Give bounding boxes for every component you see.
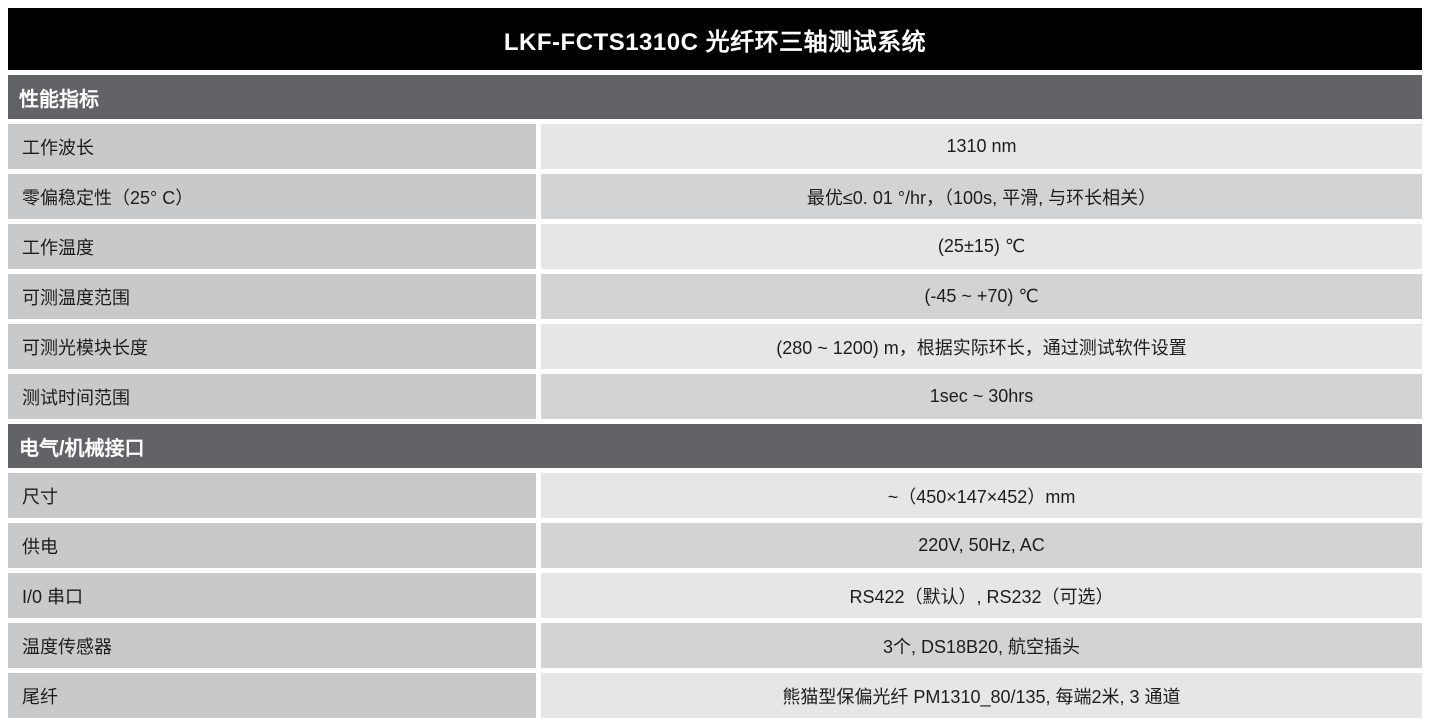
table-row: 尾纤 熊猫型保偏光纤 PM1310_80/135, 每端2米, 3 通道: [8, 673, 1422, 718]
spec-value-cell: RS422（默认）, RS232（可选）: [541, 573, 1422, 618]
spec-value-cell: 熊猫型保偏光纤 PM1310_80/135, 每端2米, 3 通道: [541, 673, 1422, 718]
section-heading: 性能指标: [19, 88, 99, 111]
table-row: 尺寸 ~（450×147×452）mm: [8, 473, 1422, 518]
page-title: LKF-FCTS1310C 光纤环三轴测试系统: [503, 28, 927, 56]
spec-value-cell: 220V, 50Hz, AC: [541, 523, 1422, 568]
spec-label-cell: 工作波长: [8, 124, 536, 169]
table-row: 工作温度 (25±15) ℃: [8, 224, 1422, 269]
section-header-electrical-mechanical: 电气/机械接口: [8, 424, 1422, 468]
table-row: 温度传感器 3个, DS18B20, 航空插头: [8, 623, 1422, 668]
section-heading: 电气/机械接口: [19, 437, 145, 460]
spec-label-cell: 工作温度: [8, 224, 536, 269]
spec-value-cell: (280 ~ 1200) m，根据实际环长，通过测试软件设置: [541, 324, 1422, 369]
table-row: 供电 220V, 50Hz, AC: [8, 523, 1422, 568]
spec-label-cell: 测试时间范围: [8, 374, 536, 419]
table-title-bar: LKF-FCTS1310C 光纤环三轴测试系统: [8, 8, 1422, 70]
spec-value-cell: (25±15) ℃: [541, 224, 1422, 269]
table-row: 零偏稳定性（25° C） 最优≤0. 01 °/hr，（100s, 平滑, 与环…: [8, 174, 1422, 219]
section-header-performance: 性能指标: [8, 75, 1422, 119]
spec-label-cell: 尾纤: [8, 673, 536, 718]
spec-value-cell: 最优≤0. 01 °/hr，（100s, 平滑, 与环长相关）: [541, 174, 1422, 219]
spec-label-cell: 温度传感器: [8, 623, 536, 668]
spec-value-cell: 1sec ~ 30hrs: [541, 374, 1422, 419]
spec-label-cell: 尺寸: [8, 473, 536, 518]
spec-value-cell: 3个, DS18B20, 航空插头: [541, 623, 1422, 668]
table-row: 可测温度范围 (-45 ~ +70) ℃: [8, 274, 1422, 319]
spec-value-cell: (-45 ~ +70) ℃: [541, 274, 1422, 319]
table-row: 可测光模块长度 (280 ~ 1200) m，根据实际环长，通过测试软件设置: [8, 324, 1422, 369]
spec-label-cell: 零偏稳定性（25° C）: [8, 174, 536, 219]
table-row: 工作波长 1310 nm: [8, 124, 1422, 169]
spec-label-cell: 可测光模块长度: [8, 324, 536, 369]
spec-label-cell: 供电: [8, 523, 536, 568]
spec-label-cell: 可测温度范围: [8, 274, 536, 319]
table-row: 测试时间范围 1sec ~ 30hrs: [8, 374, 1422, 419]
spec-label-cell: I/0 串口: [8, 573, 536, 618]
spec-value-cell: ~（450×147×452）mm: [541, 473, 1422, 518]
table-row: I/0 串口 RS422（默认）, RS232（可选）: [8, 573, 1422, 618]
spec-value-cell: 1310 nm: [541, 124, 1422, 169]
